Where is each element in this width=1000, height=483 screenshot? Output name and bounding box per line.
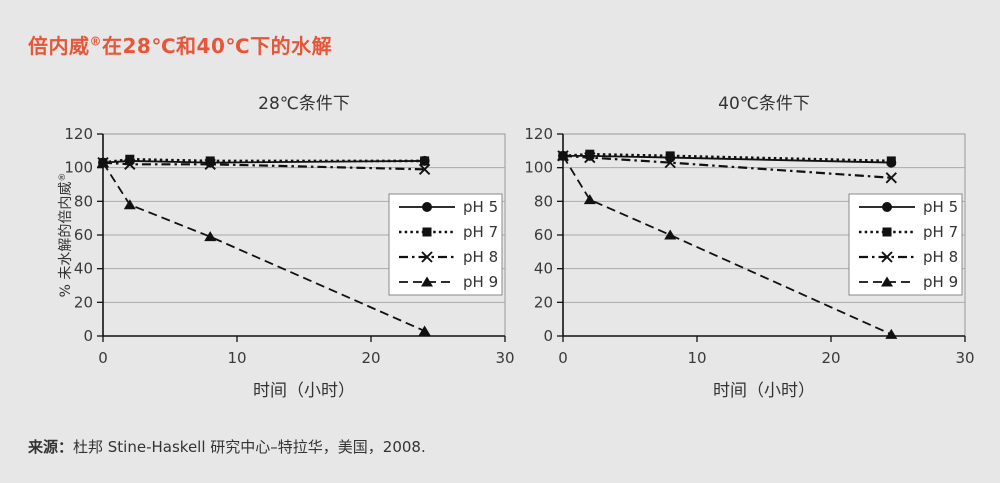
svg-text:100: 100 [524,159,553,177]
chart-title-40c: 40℃条件下 [718,94,810,114]
svg-text:60: 60 [74,226,93,244]
source-label: 来源： [28,438,74,456]
svg-text:10: 10 [227,349,246,367]
axes: 0 20 40 60 80 100 120 0 10 20 30 [524,125,974,367]
series-ph-9 [97,157,431,336]
registered-trademark-icon: ® [89,34,102,49]
svg-text:0: 0 [83,327,93,345]
svg-text:0: 0 [543,327,553,345]
svg-text:80: 80 [74,192,93,210]
chart-28c: 28℃条件下 0 20 40 60 80 100 120 0 10 20 30 时间（小时） % 未水解… [57,89,517,412]
svg-text:40: 40 [534,260,553,278]
series-ph-7 [558,149,896,166]
legend: pH 5 pH 7 pH 8 pH 9 [388,193,503,296]
svg-text:100: 100 [64,159,93,177]
svg-text:120: 120 [524,125,553,143]
page-title-product: 倍内威 [28,34,90,58]
svg-text:pH 9: pH 9 [923,273,958,291]
chart-title-28c: 28℃条件下 [258,94,350,114]
svg-text:pH 5: pH 5 [923,198,958,216]
svg-text:20: 20 [821,349,840,367]
svg-text:120: 120 [64,125,93,143]
svg-text:20: 20 [534,293,553,311]
charts-row: 28℃条件下 0 20 40 60 80 100 120 0 10 20 30 时间（小时）% 未水解… [57,89,1000,412]
axes: 0 20 40 60 80 100 120 0 10 20 30 [64,125,514,367]
chart-plot-40c: 0 20 40 60 80 100 120 0 10 20 30 时间（小时） pH 5 pH 7 pH 8… [524,125,974,401]
source-note: 来源：杜邦 Stine-Haskell 研究中心–特拉华，美国，2008. [28,436,1000,457]
svg-text:30: 30 [495,349,514,367]
svg-text:80: 80 [534,192,553,210]
svg-text:0: 0 [558,349,568,367]
page-title-rest: 在28℃和40℃下的水解 [102,34,333,58]
svg-text:pH 7: pH 7 [923,223,958,241]
x-axis-label: 时间（小时） [253,381,355,401]
x-axis-label: 时间（小时） [713,381,815,401]
svg-text:pH 8: pH 8 [463,248,498,266]
svg-text:20: 20 [361,349,380,367]
svg-text:pH 7: pH 7 [463,223,498,241]
legend: pH 5 pH 7 pH 8 pH 9 [848,193,963,296]
svg-text:0: 0 [98,349,108,367]
svg-text:60: 60 [534,226,553,244]
source-text: 杜邦 Stine-Haskell 研究中心–特拉华，美国，2008. [73,438,426,456]
svg-text:pH 9: pH 9 [463,273,498,291]
svg-text:20: 20 [74,293,93,311]
svg-text:pH 5: pH 5 [463,198,498,216]
chart-plot-28c: 0 20 40 60 80 100 120 0 10 20 30 时间（小时） % 未水解的倍内威® pH… [58,125,515,401]
svg-text:40: 40 [74,260,93,278]
y-axis-label: % 未水解的倍内威® [58,173,74,298]
svg-text:10: 10 [687,349,706,367]
series-ph-9 [557,150,898,339]
svg-text:pH 8: pH 8 [923,248,958,266]
page-title: 倍内威®在28℃和40℃下的水解 [28,30,1000,59]
svg-text:30: 30 [955,349,974,367]
